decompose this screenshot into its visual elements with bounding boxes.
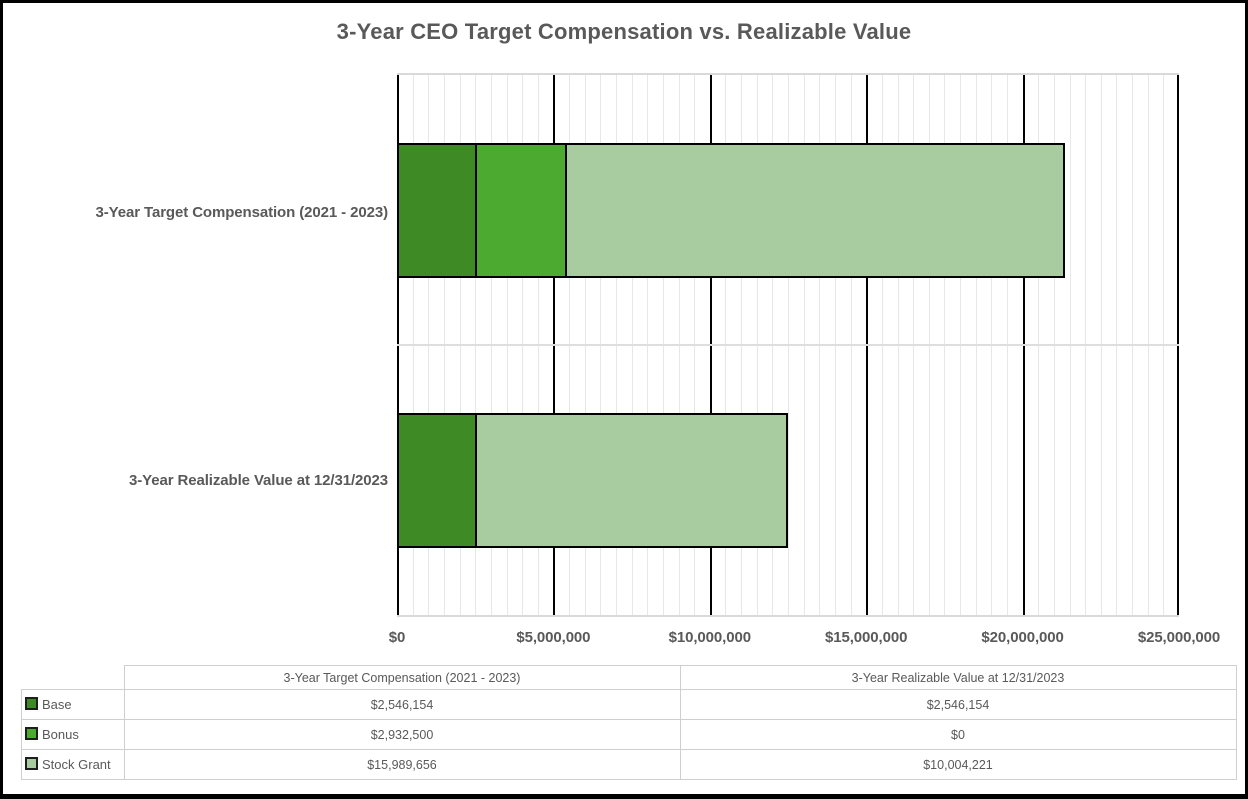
x-tick-label: $0 (388, 629, 406, 646)
x-tick-label: $10,000,000 (668, 629, 751, 646)
bar-segment-base (397, 412, 477, 548)
x-tick-label: $5,000,000 (516, 629, 591, 646)
table-column-header: 3-Year Target Compensation (2021 - 2023) (123, 665, 681, 690)
x-tick-label: $15,000,000 (825, 629, 908, 646)
data-table-body: 3-Year Target Compensation (2021 - 2023)… (21, 665, 1237, 780)
category-label-realizable-value: 3-Year Realizable Value at 12/31/2023 (129, 472, 388, 489)
table-row: Base $2,546,154 $2,546,154 (21, 689, 1237, 720)
table-value: $15,989,656 (123, 749, 681, 780)
category-divider-gridline (397, 344, 1179, 346)
table-corner-blank (22, 666, 125, 690)
table-value: $2,932,500 (123, 719, 681, 750)
bar-segment-bonus (475, 142, 567, 278)
legend-key-stock-grant (25, 757, 38, 770)
x-tick-label: $20,000,000 (981, 629, 1064, 646)
table-value: $0 (679, 719, 1237, 750)
stacked-bar (397, 412, 788, 548)
table-value: $2,546,154 (123, 689, 681, 720)
stacked-bar (397, 142, 1065, 278)
legend-key-base (25, 697, 38, 710)
series-label: Base (21, 689, 125, 720)
bar-segment-stock-grant (565, 142, 1065, 278)
bar-segment-base (397, 142, 477, 278)
table-header-row: 3-Year Target Compensation (2021 - 2023)… (22, 665, 1237, 690)
x-tick-label: $25,000,000 (1137, 629, 1221, 646)
table-column-header: 3-Year Realizable Value at 12/31/2023 (679, 665, 1237, 690)
category-label-target-compensation: 3-Year Target Compensation (2021 - 2023) (95, 204, 389, 221)
chart-title: 3-Year CEO Target Compensation vs. Reali… (336, 19, 912, 44)
data-table: 3-Year Target Compensation (2021 - 2023)… (21, 665, 1237, 780)
table-row: Stock Grant $15,989,656 $10,004,221 (21, 749, 1237, 780)
series-label: Stock Grant (21, 749, 125, 780)
series-label: Bonus (21, 719, 125, 750)
plot-area (397, 73, 1179, 617)
legend-key-bonus (25, 727, 38, 740)
table-value: $2,546,154 (679, 689, 1237, 720)
table-row: Bonus $2,932,500 $0 (21, 719, 1237, 750)
bar-segment-stock-grant (475, 412, 788, 548)
table-value: $10,004,221 (679, 749, 1237, 780)
